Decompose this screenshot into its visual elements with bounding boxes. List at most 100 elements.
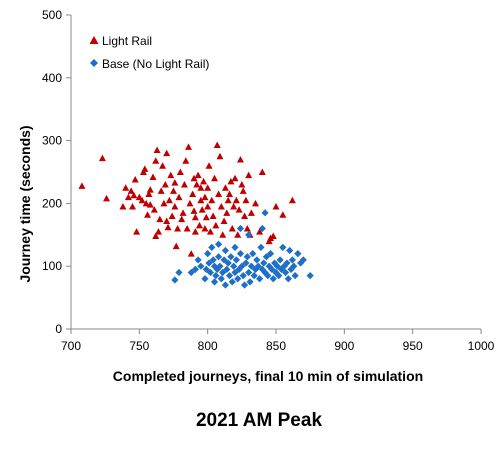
base-point <box>238 262 246 270</box>
base-point <box>197 262 205 270</box>
y-tick-label: 0 <box>55 322 62 336</box>
base-point <box>279 243 287 251</box>
light-rail-point <box>195 221 203 229</box>
light-rail-point <box>226 190 234 197</box>
light-rail-point <box>131 176 139 183</box>
light-rail-point <box>183 225 191 232</box>
base-point <box>261 209 269 217</box>
y-tick-label: 500 <box>42 8 62 22</box>
base-point <box>230 262 238 270</box>
light-rail-point <box>78 182 86 189</box>
base-point <box>236 224 245 233</box>
y-tick-label: 300 <box>42 134 62 148</box>
base-point <box>239 272 247 280</box>
base-point <box>247 262 255 270</box>
light-rail-point <box>206 228 214 235</box>
light-rail-point <box>152 157 160 164</box>
base-point <box>235 265 243 273</box>
base-point <box>243 253 251 261</box>
base-point <box>268 265 276 273</box>
light-rail-point <box>159 162 167 169</box>
base-point <box>280 262 288 270</box>
base-point <box>253 256 261 264</box>
base-point <box>284 275 292 283</box>
base-point <box>219 268 227 277</box>
light-rail-point <box>194 171 202 179</box>
legend-label-light-rail: Light Rail <box>102 34 152 48</box>
light-rail-point <box>153 146 161 154</box>
light-rail-point <box>149 173 157 181</box>
base-point <box>245 268 253 277</box>
base-point <box>212 272 220 280</box>
base-point <box>231 268 239 277</box>
light-rail-point <box>211 174 218 182</box>
base-point <box>242 259 250 267</box>
light-rail-point <box>204 184 212 191</box>
light-rail-point <box>205 162 213 169</box>
base-point <box>275 272 283 280</box>
light-rail-point <box>141 165 149 172</box>
light-rail-point <box>258 168 266 175</box>
light-rail-point <box>221 184 229 191</box>
light-rail-point <box>154 228 162 235</box>
x-tick-label: 1000 <box>468 339 495 353</box>
base-point <box>249 250 257 258</box>
light-rail-point <box>227 177 235 185</box>
light-rail-point <box>103 194 111 202</box>
x-tick-label: 850 <box>266 339 286 353</box>
light-rail-point <box>124 193 132 201</box>
light-rail-point <box>174 225 182 232</box>
light-rail-point <box>247 209 255 216</box>
light-rail-point <box>127 187 135 194</box>
light-rail-point <box>167 171 175 179</box>
x-tick-label: 950 <box>403 339 423 353</box>
light-rail-point <box>135 193 143 201</box>
base-point <box>231 243 239 251</box>
light-rail-point <box>236 155 244 163</box>
light-rail-point <box>230 203 238 210</box>
light-rail-point <box>175 193 183 201</box>
base-point <box>276 256 284 264</box>
chart-legend: Light Rail Base (No Light Rail) <box>89 34 209 71</box>
light-rail-point <box>215 190 223 197</box>
light-rail-point <box>163 149 171 157</box>
light-rail-point <box>145 190 153 197</box>
base-point <box>204 250 212 258</box>
base-point <box>206 268 214 277</box>
light-rail-point <box>252 199 259 207</box>
light-rail-point <box>288 196 296 204</box>
base-point <box>286 246 294 255</box>
light-rail-point <box>172 242 180 250</box>
x-tick-label: 800 <box>198 339 218 353</box>
light-rail-point <box>220 217 228 224</box>
base-point <box>224 259 232 267</box>
base-point <box>245 231 253 239</box>
base-point <box>266 250 275 258</box>
light-rail-point <box>212 221 220 229</box>
light-rail-point <box>223 209 231 216</box>
light-rail-point <box>157 187 165 194</box>
base-point <box>191 265 199 273</box>
base-point <box>210 278 219 286</box>
light-rail-point <box>119 203 127 210</box>
light-rail-point <box>232 196 240 204</box>
light-rail-point <box>213 141 221 148</box>
light-rail-point <box>242 196 250 204</box>
x-tick-label: 900 <box>334 339 354 353</box>
base-point <box>240 281 249 289</box>
y-tick-label: 400 <box>42 71 62 85</box>
light-rail-point <box>201 193 209 201</box>
base-point <box>262 253 271 261</box>
light-rail-point <box>182 157 190 164</box>
base-point <box>234 275 242 283</box>
legend-item-light-rail: Light Rail <box>89 34 152 48</box>
x-axis-title: Completed journeys, final 10 min of simu… <box>113 368 423 384</box>
base-point <box>217 275 225 283</box>
light-rail-point <box>272 203 280 210</box>
base-point <box>273 262 281 270</box>
base-point <box>265 262 273 270</box>
light-rail-point <box>190 207 198 214</box>
light-rail-point <box>185 143 193 150</box>
light-rail-point <box>279 211 287 218</box>
light-rail-point <box>219 231 227 238</box>
